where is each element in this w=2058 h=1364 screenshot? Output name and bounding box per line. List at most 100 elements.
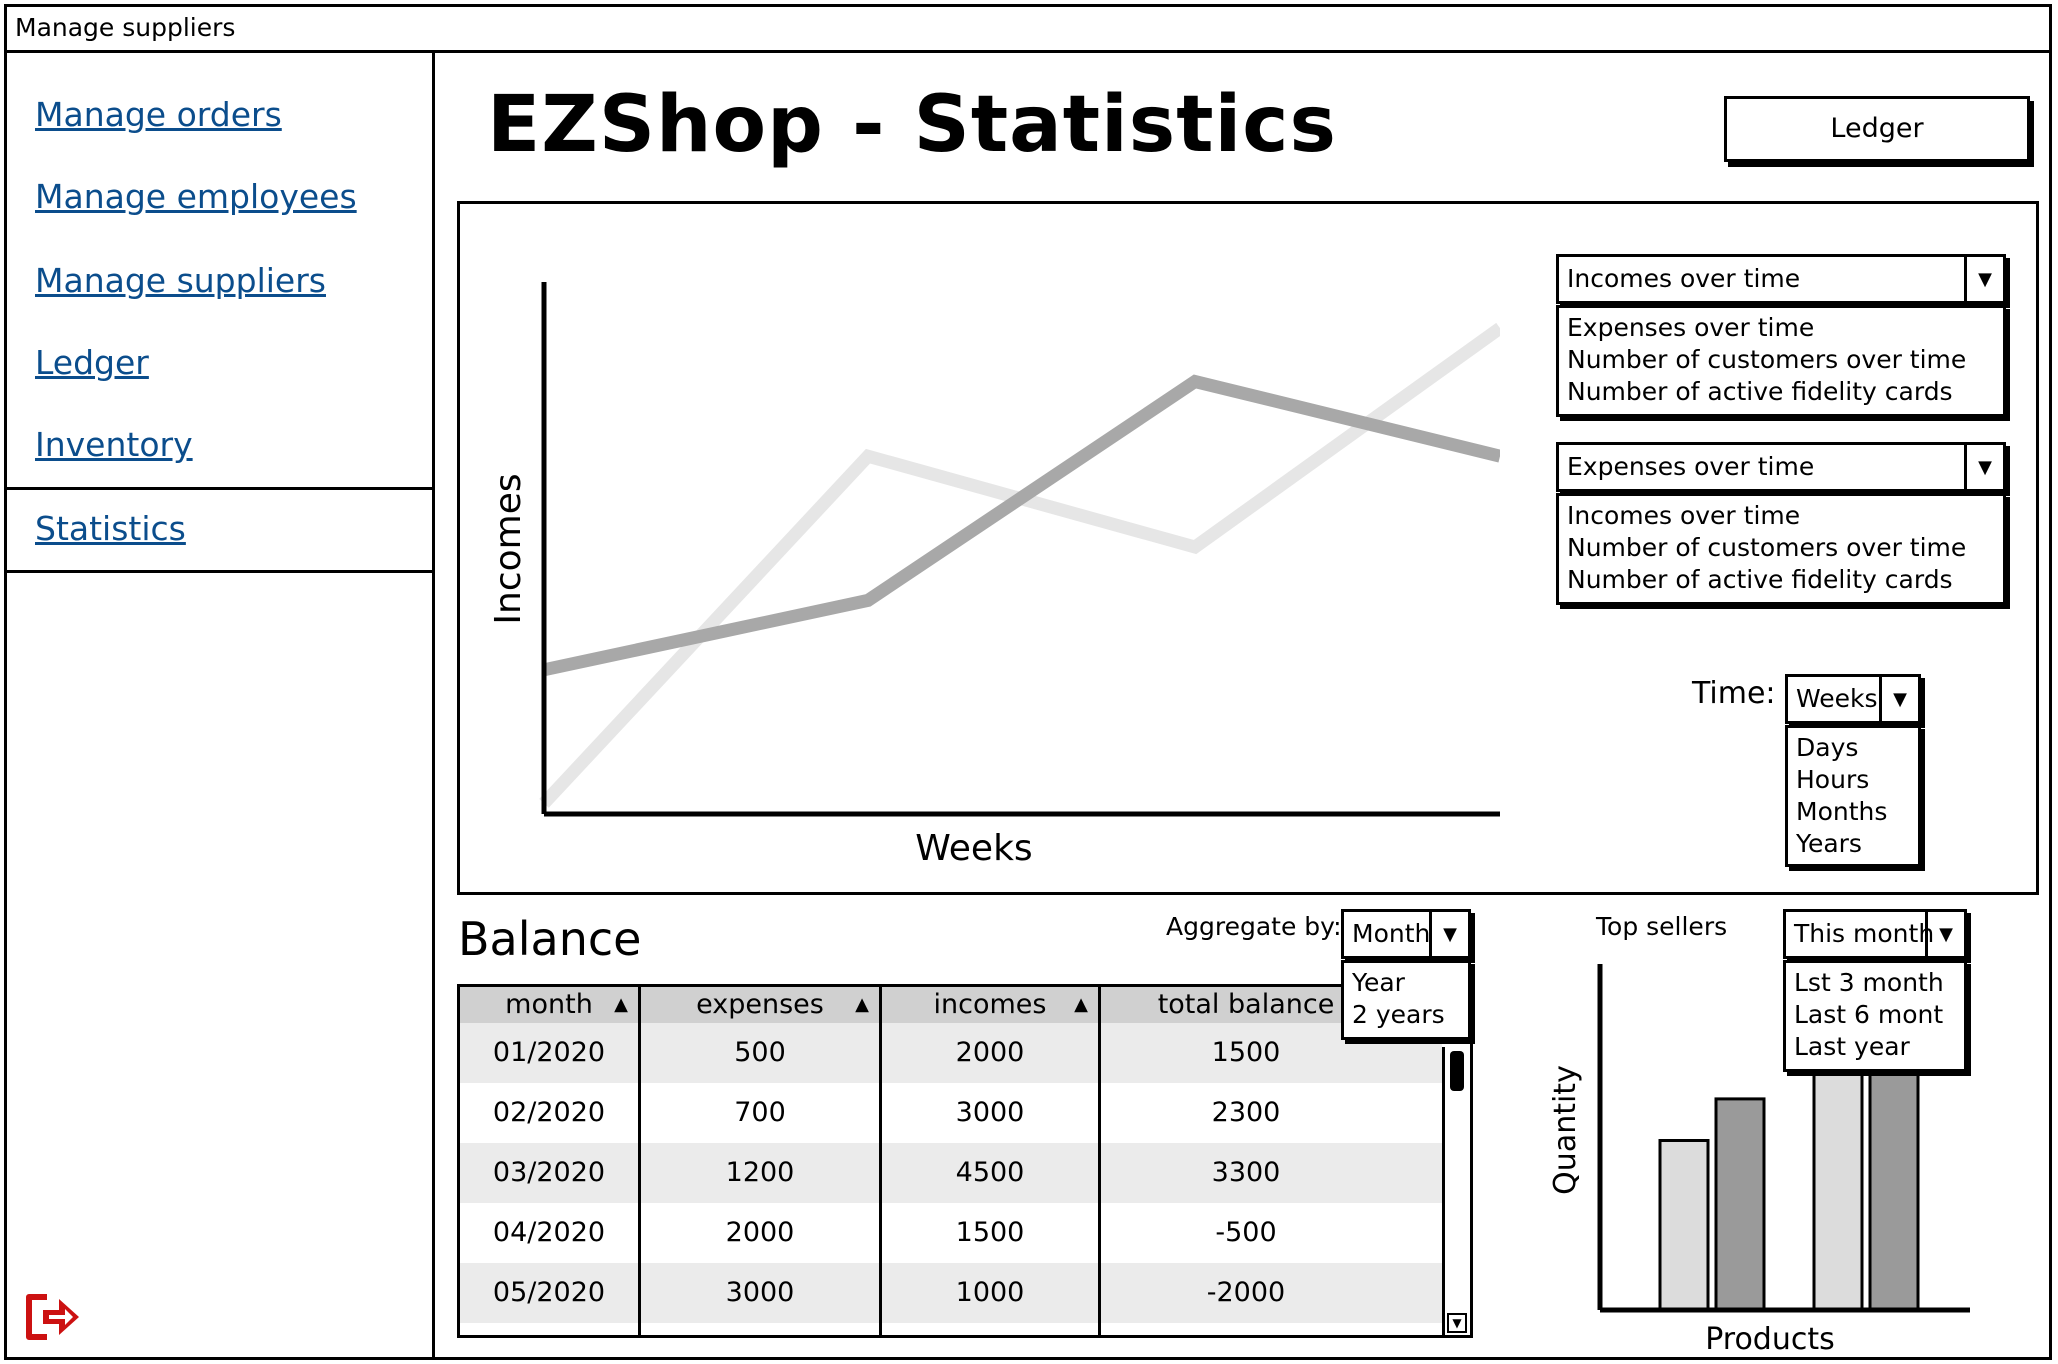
table-cell-month: 04/2020	[492, 1217, 606, 1248]
aggregate-label: Aggregate by:	[1166, 912, 1342, 941]
ledger-button[interactable]: Ledger	[1724, 96, 2030, 162]
dropdown-option[interactable]: Number of active fidelity cards	[1567, 377, 1953, 406]
sidebar-item-inventory[interactable]: Inventory	[35, 425, 193, 464]
balance-title: Balance	[458, 912, 642, 966]
sidebar-item-manage-suppliers[interactable]: Manage suppliers	[35, 261, 326, 300]
table-cell-month: 03/2020	[492, 1157, 606, 1188]
sidebar: Manage orders Manage employees Manage su…	[4, 53, 435, 1357]
column-header-incomes[interactable]: incomes ▲	[882, 987, 1098, 1023]
x-axis-label: Products	[1705, 1322, 1835, 1357]
statistics-chart-panel: Weeks Incomes Incomes over time ▼ Expense…	[457, 201, 2039, 895]
column-divider	[1098, 987, 1101, 1335]
table-cell-incomes: 1000	[955, 1277, 1025, 1308]
column-divider	[879, 987, 882, 1335]
table-cell-total-balance: 1500	[1211, 1037, 1281, 1068]
dropdown-option[interactable]: Expenses over time	[1567, 313, 1815, 342]
line-series-2	[539, 322, 1500, 808]
y-axis-label: Quantity	[1548, 1065, 1583, 1195]
table-row[interactable]: 03/2020 1200 4500 3300	[460, 1143, 1442, 1203]
page-title: EZShop - Statistics	[487, 80, 1337, 170]
column-header-month[interactable]: month ▲	[460, 987, 638, 1023]
line-series-1	[542, 374, 1500, 677]
table-cell-incomes: 3000	[955, 1097, 1025, 1128]
column-header-total-balance[interactable]: total balance	[1157, 989, 1335, 1020]
table-cell-expenses: 1200	[725, 1157, 795, 1188]
table-cell-total-balance: 3300	[1211, 1157, 1281, 1188]
metric-select-2-options: Incomes over time Number of customers ov…	[1556, 493, 2006, 605]
column-header-expenses[interactable]: expenses ▲	[641, 987, 879, 1023]
chevron-down-icon[interactable]: ▼	[1964, 257, 2003, 301]
table-cell-total-balance: 2300	[1211, 1097, 1281, 1128]
logout-icon[interactable]	[21, 1291, 83, 1343]
scrollbar-thumb[interactable]	[1450, 1051, 1464, 1091]
dropdown-option[interactable]: Hours	[1796, 765, 1870, 794]
table-cell-incomes: 2000	[955, 1037, 1025, 1068]
balance-table: month ▲ expenses ▲ incomes ▲ total balance …	[457, 984, 1473, 1338]
time-select-value: Weeks	[1796, 684, 1878, 713]
x-axis-label: Weeks	[915, 828, 1032, 869]
chevron-down-icon[interactable]: ▼	[1879, 677, 1918, 721]
dropdown-option[interactable]: Number of customers over time	[1567, 345, 1967, 374]
window-title: Manage suppliers	[7, 7, 2049, 53]
table-row[interactable]: 04/2020 2000 1500 -500	[460, 1203, 1442, 1263]
table-cell-expenses: 2000	[725, 1217, 795, 1248]
metric-select-1-value: Incomes over time	[1567, 264, 1801, 293]
sidebar-item-statistics[interactable]: Statistics	[35, 509, 186, 548]
dropdown-option[interactable]: Last 6 mont	[1794, 1000, 1944, 1029]
dropdown-option[interactable]: Lst 3 month	[1794, 968, 1944, 997]
sidebar-item-manage-employees[interactable]: Manage employees	[35, 177, 357, 216]
table-row[interactable]: 02/2020 700 3000 2300	[460, 1083, 1442, 1143]
time-select-options: Days Hours Months Years	[1785, 725, 1921, 867]
bar	[1658, 1139, 1710, 1312]
table-cell-total-balance: -500	[1215, 1217, 1277, 1248]
aggregate-select-value: Month	[1352, 919, 1431, 948]
aggregate-select[interactable]: Month ▼	[1341, 909, 1471, 959]
table-header: month ▲ expenses ▲ incomes ▲ total balance	[460, 987, 1472, 1023]
top-sellers-label: Top sellers	[1596, 912, 1728, 941]
metric-select-2[interactable]: Expenses over time ▼	[1556, 442, 2006, 492]
y-axis-label: Incomes	[488, 473, 529, 624]
sidebar-active-highlight	[4, 487, 434, 573]
dropdown-option[interactable]: Days	[1796, 733, 1859, 762]
bar	[1714, 1097, 1766, 1312]
dropdown-option[interactable]: Number of customers over time	[1567, 533, 1967, 562]
chevron-down-icon[interactable]: ▼	[1429, 912, 1468, 956]
table-cell-month: 05/2020	[492, 1277, 606, 1308]
time-select[interactable]: Weeks ▼	[1785, 674, 1921, 724]
sidebar-item-manage-orders[interactable]: Manage orders	[35, 95, 282, 134]
chevron-down-icon[interactable]: ▼	[1964, 445, 2003, 489]
sort-icon[interactable]: ▲	[855, 994, 869, 1015]
dropdown-option[interactable]: Incomes over time	[1567, 501, 1801, 530]
table-cell-month: 02/2020	[492, 1097, 606, 1128]
sort-icon[interactable]: ▲	[614, 994, 628, 1015]
top-sellers-period-select[interactable]: This month ▼	[1783, 909, 1967, 959]
time-label: Time:	[1692, 676, 1776, 711]
table-cell-incomes: 4500	[955, 1157, 1025, 1188]
table-cell-total-balance: -2000	[1206, 1277, 1286, 1308]
incomes-line-chart: Weeks Incomes	[488, 282, 1500, 869]
sidebar-item-ledger[interactable]: Ledger	[35, 343, 149, 382]
dropdown-option[interactable]: Number of active fidelity cards	[1567, 565, 1953, 594]
table-row[interactable]: 05/2020 3000 1000 -2000	[460, 1263, 1442, 1323]
chevron-down-icon[interactable]: ▼	[1925, 912, 1964, 956]
table-row[interactable]: 01/2020 500 2000 1500	[460, 1023, 1442, 1083]
table-cell-incomes: 1500	[955, 1217, 1025, 1248]
scroll-down-arrow-icon[interactable]: ▼	[1447, 1313, 1467, 1333]
dropdown-option[interactable]: Years	[1796, 829, 1862, 858]
table-cell-month: 01/2020	[492, 1037, 606, 1068]
metric-select-2-value: Expenses over time	[1567, 452, 1815, 481]
metric-select-1[interactable]: Incomes over time ▼	[1556, 254, 2006, 304]
dropdown-option[interactable]: Months	[1796, 797, 1888, 826]
column-divider	[638, 987, 641, 1335]
table-cell-expenses: 3000	[725, 1277, 795, 1308]
sort-icon[interactable]: ▲	[1074, 994, 1088, 1015]
top-sellers-period-options: Lst 3 month Last 6 mont Last year	[1783, 960, 1967, 1072]
dropdown-option[interactable]: 2 years	[1352, 1000, 1445, 1029]
dropdown-option[interactable]: Year	[1352, 968, 1405, 997]
aggregate-select-options: Year 2 years	[1341, 960, 1471, 1040]
table-scrollbar[interactable]: ▼	[1442, 1047, 1470, 1335]
metric-select-1-options: Expenses over time Number of customers o…	[1556, 305, 2006, 417]
dropdown-option[interactable]: Last year	[1794, 1032, 1910, 1061]
table-cell-expenses: 500	[734, 1037, 786, 1068]
top-sellers-period-value: This month	[1794, 919, 1935, 948]
